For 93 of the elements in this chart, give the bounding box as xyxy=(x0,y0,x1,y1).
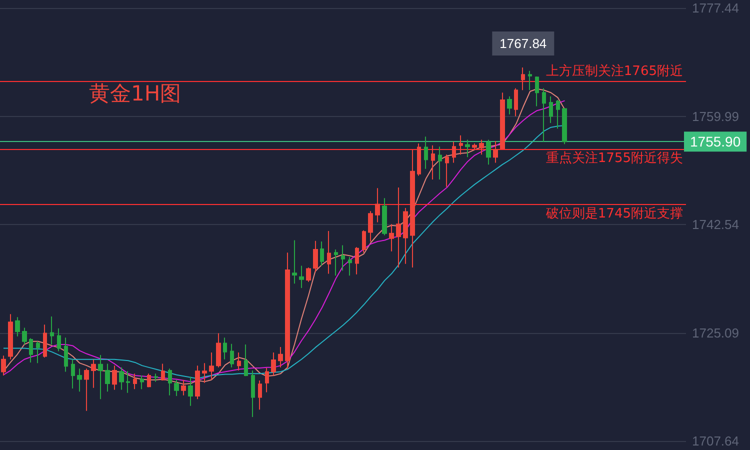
candlestick xyxy=(292,240,297,284)
candlestick xyxy=(438,146,442,180)
candlestick xyxy=(493,140,498,164)
candlestick xyxy=(410,149,415,268)
candlestick xyxy=(29,338,33,363)
candlestick xyxy=(265,368,269,393)
candlestick xyxy=(1,355,6,376)
candlestick xyxy=(396,187,401,268)
candlestick xyxy=(216,332,221,368)
candlestick xyxy=(306,267,311,282)
candlestick xyxy=(22,327,27,345)
candlestick xyxy=(424,136,428,170)
candlestick xyxy=(251,370,255,418)
candlestick xyxy=(77,368,82,392)
y-tick-label: 1777.44 xyxy=(692,0,739,16)
ref-line-label: 破位则是1745附近支撑 xyxy=(544,206,683,222)
candlestick xyxy=(320,240,324,266)
candlestick xyxy=(84,368,89,412)
candlestick xyxy=(57,328,61,352)
candlestick xyxy=(195,365,200,400)
candlestick xyxy=(299,265,304,289)
candlestick xyxy=(8,314,13,360)
candlestick xyxy=(362,230,366,254)
y-tick-label: 1707.64 xyxy=(692,434,739,448)
text: 黄金1H图 xyxy=(89,82,182,106)
candlestick xyxy=(431,144,435,180)
candlestick xyxy=(528,70,532,91)
candlestick xyxy=(403,208,408,264)
candlestick xyxy=(521,67,525,91)
candlestick xyxy=(64,337,68,372)
candlestick xyxy=(168,368,172,396)
candlestick xyxy=(348,256,352,276)
candlestick xyxy=(459,134,463,156)
candlestick xyxy=(445,154,449,188)
candlestick xyxy=(188,376,193,406)
candlestick xyxy=(209,352,214,380)
candlestick xyxy=(258,380,262,410)
candlestick xyxy=(161,363,165,381)
candlestick xyxy=(126,370,130,394)
candlestick xyxy=(382,198,387,236)
candlestick xyxy=(486,139,491,166)
candlestick xyxy=(271,352,276,376)
candlestick xyxy=(549,96,553,124)
y-tick-label: 1725.09 xyxy=(692,325,739,340)
candlestick xyxy=(91,358,96,388)
candlestick xyxy=(43,324,47,358)
candlestick xyxy=(140,374,144,390)
candlestick xyxy=(334,249,338,276)
candlestick xyxy=(327,230,331,274)
candlestick xyxy=(542,88,546,142)
candlestick xyxy=(174,379,179,396)
candlestick xyxy=(230,343,234,368)
candlestick xyxy=(535,76,539,107)
candlestick xyxy=(465,139,470,158)
y-tick-label: 1742.54 xyxy=(692,217,739,232)
y-tick-label: 1759.99 xyxy=(692,108,739,124)
candlestick xyxy=(514,88,518,117)
annotation: 1767.84 xyxy=(500,36,547,52)
candlestick xyxy=(375,188,380,223)
candlestick xyxy=(154,373,158,382)
ref-line-label: 重点关注1755附近得失 xyxy=(546,151,683,166)
ref-line-label: 上方压制关注1765附近 xyxy=(546,62,683,79)
candlestick xyxy=(507,96,512,115)
candlestick xyxy=(119,366,124,390)
candlestick xyxy=(452,141,456,164)
candlestick xyxy=(50,316,54,345)
candlestick xyxy=(341,244,345,272)
candlestick xyxy=(368,210,373,242)
candlestick xyxy=(112,365,117,390)
candlestick xyxy=(556,100,560,130)
candlestick xyxy=(133,373,137,390)
candlestick xyxy=(562,108,567,145)
ref-line-label: 1755.90 xyxy=(690,134,741,150)
candlestick xyxy=(278,346,283,368)
candlestick xyxy=(285,252,290,370)
candlestick xyxy=(500,92,505,149)
candlestick xyxy=(237,352,241,372)
candlestick xyxy=(313,240,318,272)
candlestick xyxy=(98,354,103,400)
candlestick xyxy=(417,142,421,176)
candlestick xyxy=(15,316,20,337)
candlestick xyxy=(105,363,110,392)
candlestick xyxy=(71,358,75,390)
candlestick xyxy=(244,344,248,377)
candlestick xyxy=(36,340,40,364)
candlestick xyxy=(223,337,227,360)
candlestick xyxy=(202,362,207,384)
candlestick xyxy=(355,246,359,275)
candlestick xyxy=(181,379,186,396)
candlestick xyxy=(479,139,484,156)
candlestick xyxy=(389,224,394,252)
candlestick xyxy=(147,373,151,388)
candlestick xyxy=(472,142,477,150)
